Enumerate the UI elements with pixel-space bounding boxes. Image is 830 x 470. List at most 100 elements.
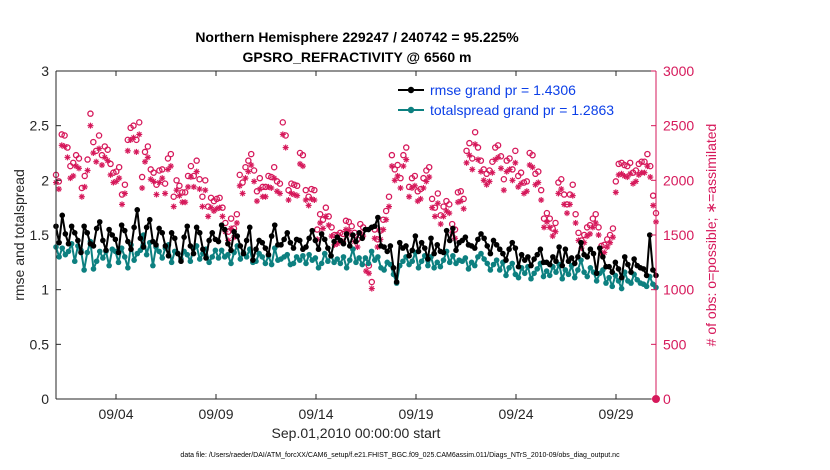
spread-point xyxy=(509,260,516,267)
obs-assimilated-point xyxy=(153,191,160,198)
obs-possible-point xyxy=(391,166,399,173)
obs-possible-point xyxy=(293,182,301,190)
obs-assimilated-point xyxy=(529,164,536,171)
rmse-point xyxy=(531,256,537,262)
rmse-point xyxy=(396,239,403,246)
obs-possible-point xyxy=(595,224,602,231)
obs-assimilated-point xyxy=(589,224,596,231)
obs-possible-point xyxy=(425,163,433,171)
rmse-point xyxy=(584,254,591,260)
spread-point xyxy=(365,260,372,267)
obs-assimilated-point xyxy=(538,197,545,204)
obs-assimilated-point xyxy=(549,233,556,240)
x-tick-label: 09/09 xyxy=(198,406,233,422)
obs-possible-point xyxy=(428,195,436,203)
spread-point xyxy=(303,260,309,267)
obs-possible-point xyxy=(167,150,175,158)
spread-point xyxy=(543,268,550,274)
y-right-tick-label: 3000 xyxy=(663,63,694,79)
obs-possible-point xyxy=(517,169,525,176)
obs-assimilated-point xyxy=(397,184,404,191)
rmse-point xyxy=(128,246,134,253)
obs-assimilated-point xyxy=(523,188,530,195)
obs-possible-point xyxy=(463,147,470,155)
obs-possible-point xyxy=(641,158,648,165)
spread-point xyxy=(593,278,600,284)
spread-point xyxy=(71,258,78,265)
rmse-point xyxy=(590,250,597,257)
obs-assimilated-point xyxy=(489,169,496,176)
obs-possible-point xyxy=(276,180,284,187)
rmse-point xyxy=(206,237,212,244)
y-right-tick-label: 0 xyxy=(663,391,671,407)
x-axis-label: Sep.01,2010 00:00:00 start xyxy=(272,425,441,441)
obs-possible-point xyxy=(87,110,94,117)
spread-point xyxy=(571,274,578,281)
obs-assimilated-point xyxy=(245,168,252,175)
obs-possible-point xyxy=(609,225,617,232)
obs-assimilated-point xyxy=(569,192,576,199)
obs-assimilated-point xyxy=(305,202,312,209)
obs-assimilated-point xyxy=(294,192,301,199)
obs-assimilated-point xyxy=(566,201,573,208)
spread-point xyxy=(212,247,219,254)
rmse-point xyxy=(165,252,172,259)
chart-title-line2: GPSRO_REFRACTIVITY @ 6560 m xyxy=(243,49,472,65)
spread-point xyxy=(218,247,225,254)
rmse-point xyxy=(384,248,391,255)
obs-assimilated-point xyxy=(276,190,283,197)
obs-assimilated-point xyxy=(354,244,361,251)
rmse-point xyxy=(600,254,606,260)
obs-possible-point xyxy=(529,151,536,159)
rmse-point xyxy=(309,227,316,234)
spread-point xyxy=(603,280,609,286)
x-tick-label: 09/19 xyxy=(398,406,433,422)
obs-assimilated-point xyxy=(271,175,278,182)
rmse-point xyxy=(296,237,303,244)
rmse-point xyxy=(606,263,612,270)
spread-point xyxy=(618,285,625,292)
y-axis-right-label: # of obs: o=possible; ∗=assimilated xyxy=(703,124,719,347)
rmse-point xyxy=(484,243,491,249)
rmse-point xyxy=(615,266,622,272)
obs-assimilated-point xyxy=(64,154,71,161)
rmse-point xyxy=(184,223,191,230)
spread-point xyxy=(284,251,291,258)
obs-assimilated-point xyxy=(193,168,200,175)
obs-possible-point xyxy=(572,210,579,218)
spread-point xyxy=(343,265,350,271)
rmse-point xyxy=(237,243,244,249)
obs-assimilated-point xyxy=(420,184,427,191)
spread-point xyxy=(325,258,331,265)
rmse-point xyxy=(65,240,72,247)
y-left-tick-label: 2 xyxy=(41,172,49,188)
obs-assimilated-point xyxy=(96,145,103,152)
obs-possible-point xyxy=(247,150,255,158)
rmse-point xyxy=(343,231,350,237)
obs-assimilated-point xyxy=(497,165,504,172)
spread-point xyxy=(643,283,650,290)
spread-point xyxy=(115,259,122,266)
rmse-point xyxy=(646,232,653,238)
rmse-point xyxy=(106,226,112,233)
rmse-point xyxy=(90,243,97,249)
obs-assimilated-point xyxy=(609,234,616,241)
data-file-footnote: data file: /Users/raeder/DAI/ATM_forcXX/… xyxy=(180,452,620,459)
spread-point xyxy=(334,256,341,262)
obs-count-layer xyxy=(52,110,660,403)
rmse-point xyxy=(443,227,450,234)
obs-possible-point xyxy=(402,144,410,151)
obs-possible-point xyxy=(161,180,169,187)
obs-assimilated-point xyxy=(299,163,306,170)
y-axis-left-label: rmse and totalspread xyxy=(11,169,27,301)
rmse-point xyxy=(393,279,400,285)
spread-point xyxy=(318,260,325,267)
obs-assimilated-point xyxy=(219,213,226,220)
obs-assimilated-point xyxy=(446,210,453,217)
spread-point xyxy=(546,272,553,279)
rmse-point xyxy=(643,272,650,279)
obs-possible-point xyxy=(250,167,258,174)
spread-point xyxy=(493,257,500,263)
rmse-point xyxy=(596,245,603,251)
rmse-point xyxy=(146,216,153,223)
